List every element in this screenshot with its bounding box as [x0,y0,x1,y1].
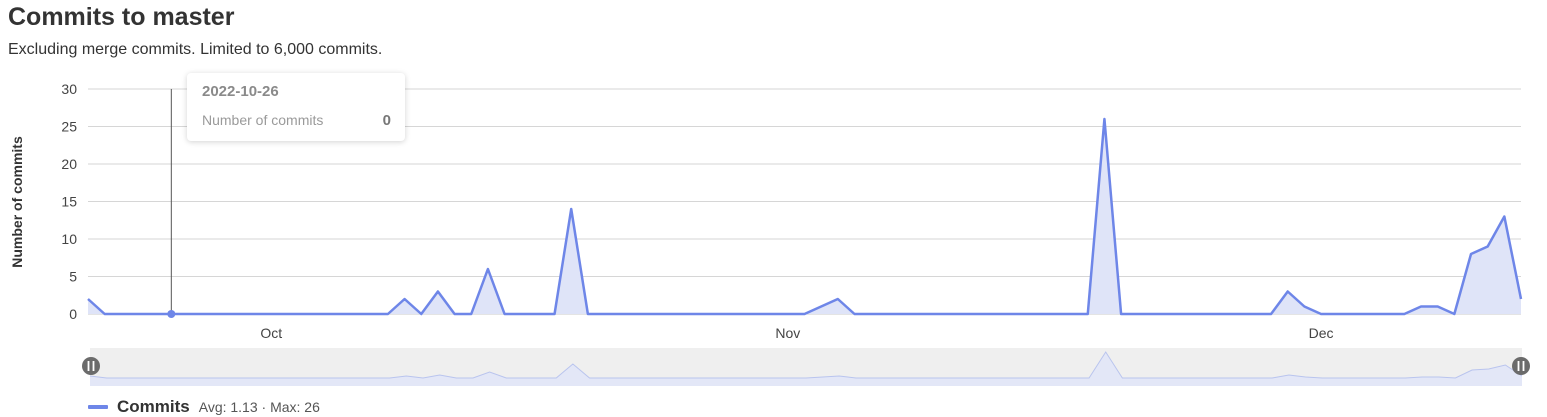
x-tick-label: Nov [775,325,800,341]
y-axis-title: Number of commits [9,136,25,268]
legend-swatch [88,405,108,409]
handle-circle [1512,357,1530,375]
y-tick-label: 10 [61,231,77,247]
handle-circle [82,357,100,375]
chart-title: Commits to master [8,3,235,31]
commits-series [87,117,1523,316]
y-tick-label: 15 [61,194,77,210]
legend-series-name[interactable]: Commits [117,397,190,416]
x-tick-labels: Oct Nov Dec [260,325,1333,341]
y-tick-labels: 0 5 10 15 20 25 30 [61,81,77,322]
range-end-handle[interactable] [1512,357,1530,375]
navigator-line [89,351,1523,379]
y-tick-label: 5 [69,269,77,285]
legend-stats: Avg: 1.13 · Max: 26 [198,399,320,415]
y-tick-label: 0 [69,306,77,322]
tooltip-label: Number of commits [202,112,324,128]
y-tick-label: 20 [61,156,77,172]
x-tick-label: Oct [260,325,282,341]
hover-point [167,310,176,318]
chart-subtitle: Excluding merge commits. Limited to 6,00… [8,41,383,58]
x-tick-label: Dec [1309,325,1334,341]
y-tick-label: 25 [61,119,77,135]
tooltip-date: 2022-10-26 [202,83,279,100]
hover-tooltip: 2022-10-26 Number of commits 0 [187,73,405,141]
range-start-handle[interactable] [82,357,100,375]
series-line [87,117,1523,316]
navigator-area [90,352,1522,386]
legend[interactable]: Commits Avg: 1.13 · Max: 26 [88,397,320,417]
y-tick-label: 30 [61,81,77,97]
range-navigator[interactable] [82,348,1530,386]
tooltip-value: 0 [382,112,391,129]
hover-crosshair [167,89,176,318]
series-area [88,119,1521,314]
